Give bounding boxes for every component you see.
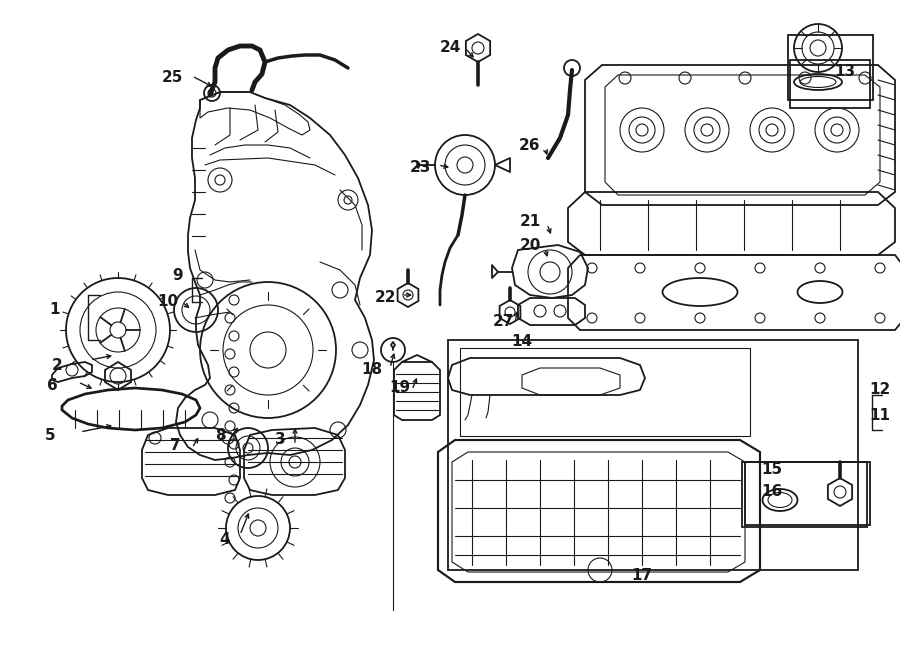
Text: 27: 27	[492, 315, 514, 329]
Text: 9: 9	[173, 268, 184, 282]
Bar	[788, 35, 873, 100]
Text: 25: 25	[161, 71, 183, 85]
Text: 22: 22	[374, 290, 396, 305]
Bar	[745, 462, 870, 525]
Bar	[460, 348, 750, 436]
Text: 6: 6	[47, 377, 58, 393]
Text: 10: 10	[158, 295, 178, 309]
Text: 2: 2	[51, 358, 62, 373]
Text: 16: 16	[761, 485, 783, 500]
Text: 4: 4	[220, 533, 230, 547]
Text: 14: 14	[511, 334, 533, 350]
Text: 3: 3	[274, 432, 285, 447]
Bar	[790, 60, 870, 108]
Text: 11: 11	[869, 407, 890, 422]
Text: 17: 17	[632, 568, 652, 582]
Text: 23: 23	[410, 161, 431, 176]
Text: 21: 21	[519, 215, 541, 229]
Text: 1: 1	[50, 303, 60, 317]
Text: 7: 7	[170, 438, 180, 453]
Text: 5: 5	[45, 428, 55, 442]
Text: 19: 19	[390, 381, 410, 395]
Text: 15: 15	[761, 463, 783, 477]
Text: 13: 13	[834, 65, 856, 79]
Text: 12: 12	[869, 383, 891, 397]
Bar	[448, 340, 858, 570]
Bar	[742, 462, 867, 527]
Text: 24: 24	[439, 40, 461, 56]
Text: 20: 20	[519, 237, 541, 253]
Text: 26: 26	[519, 137, 541, 153]
Text: 18: 18	[362, 362, 382, 377]
Text: 8: 8	[215, 428, 225, 442]
